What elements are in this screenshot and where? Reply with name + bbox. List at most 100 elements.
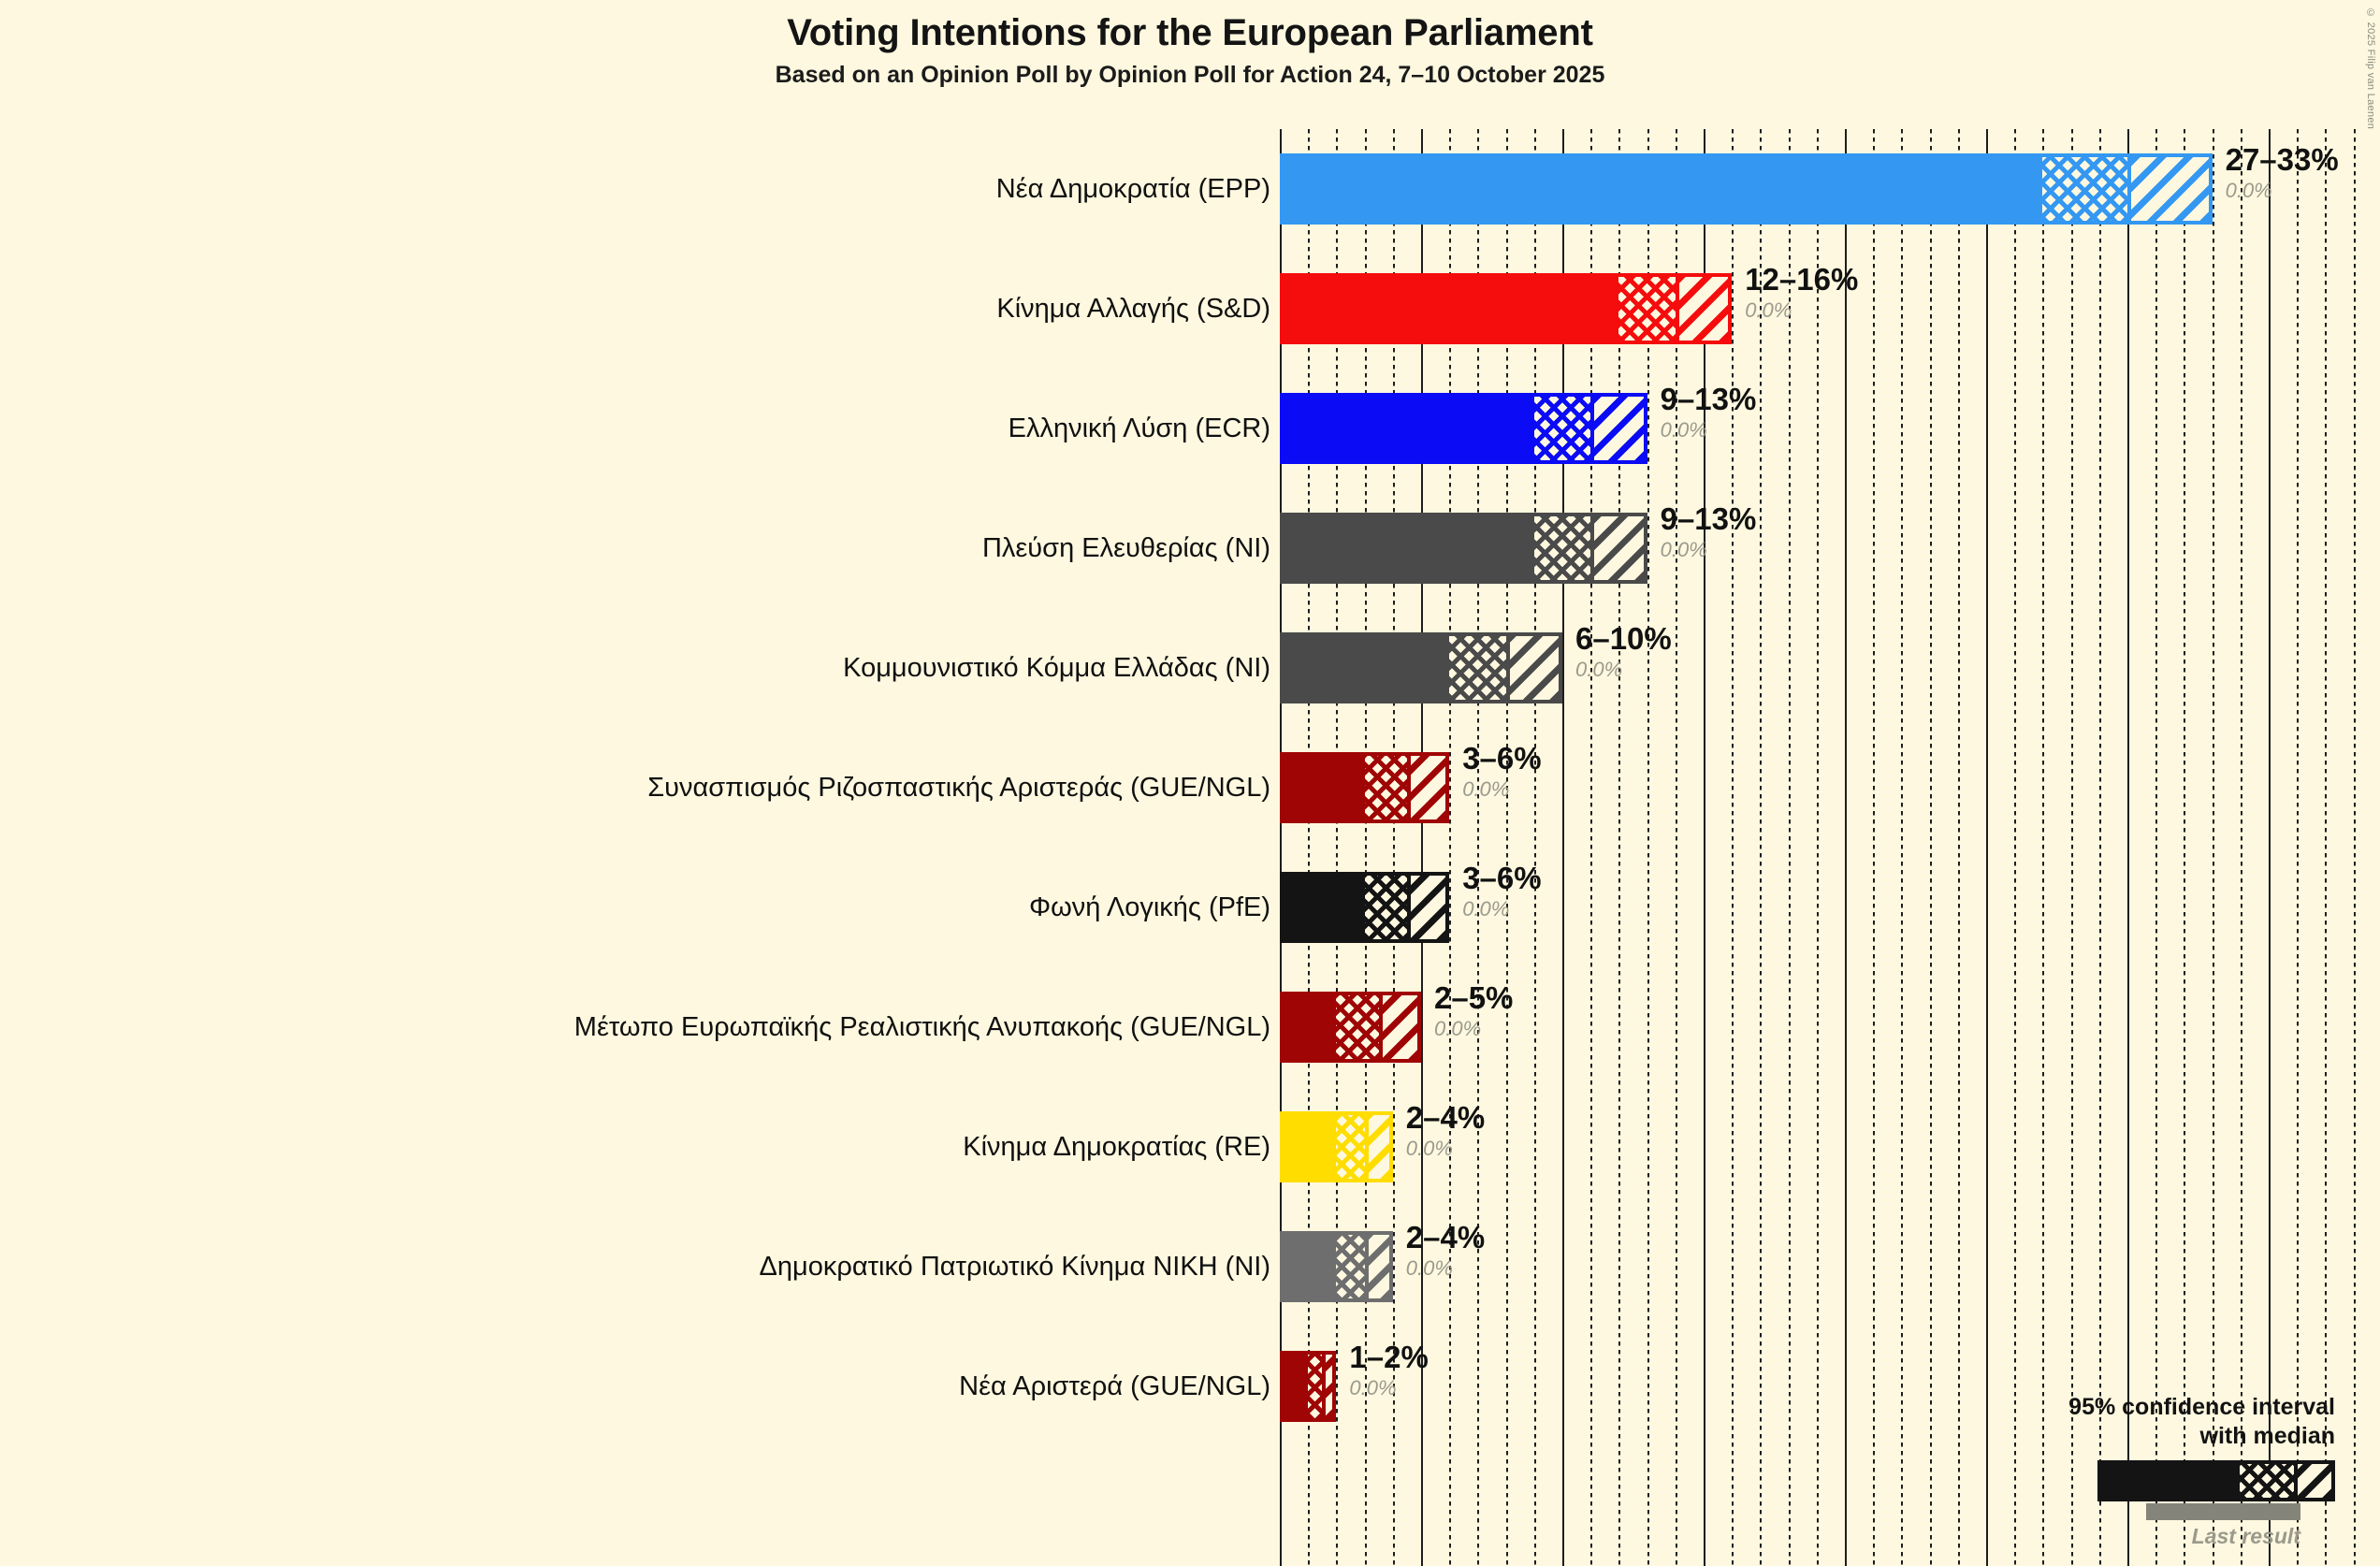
bar-segment-lower [1280,1351,1309,1422]
gridline-minor [1590,129,1593,1566]
legend-segment-lower [2097,1460,2240,1501]
gridline-minor [1929,129,1932,1566]
legend-last-result-label: Last result [2191,1524,2300,1548]
last-result-value: 0.0% [1434,1016,1482,1040]
last-result-value: 0.0% [1405,1136,1453,1160]
value-block: 2–4% 0.0% [1405,1100,1486,1161]
gridline-minor [1873,129,1876,1566]
party-label: Μέτωπο Ευρωπαϊκής Ρεαλιστικής Ανυπακοής … [573,1011,1270,1042]
bar-segment-median [1533,393,1591,464]
gridline-minor [2212,129,2214,1566]
chart-row: Nέα Δημοκρατία (EPP) 27–33% 0.0% [0,129,2380,249]
gridline-minor [1392,129,1395,1566]
confidence-interval-bar [1280,153,2213,225]
value-range: 12–16% [1745,262,1859,297]
bar-segment-upper [1590,513,1647,584]
confidence-interval-bar [1280,632,1562,703]
chart-row: Φωνή Λογικής (PfE) 3–6% 0.0% [0,848,2380,967]
gridline-minor [1449,129,1452,1566]
chart-row: Κίνημα Δημοκρατίας (RE) 2–4% 0.0% [0,1087,2380,1207]
value-block: 3–6% 0.0% [1462,742,1541,802]
legend-sample-bar [2097,1460,2335,1501]
value-range: 27–33% [2225,142,2339,177]
gridline-major [1704,129,1705,1566]
gridline-minor [1505,129,1508,1566]
last-result-value: 0.0% [1660,537,1707,561]
last-result-value: 0.0% [1405,1255,1453,1280]
last-result-value: 0.0% [1575,657,1623,681]
gridline-minor [2098,129,2101,1566]
bar-segment-upper [1505,632,1562,703]
last-result-value: 0.0% [1462,896,1510,921]
chart-row: Δημοκρατικό Πατριωτικό Κίνημα ΝΙΚΗ (NI) 2… [0,1207,2380,1327]
bar-segment-upper [1378,992,1421,1063]
gridline-major [1562,129,1564,1566]
legend-segment-upper [2294,1460,2335,1501]
confidence-interval-bar [1280,1231,1393,1302]
value-range: 3–6% [1462,861,1542,895]
chart-row: Πλεύση Ελευθερίας (NI) 9–13% 0.0% [0,488,2380,608]
chart-row: Κομμουνιστικό Κόμμα Ελλάδας (NI) 6–10% 0.0… [0,608,2380,728]
gridline-minor [2155,129,2158,1566]
last-result-value: 0.0% [1462,776,1510,801]
gridline-minor [1732,129,1734,1566]
bar-segment-median [1618,273,1676,344]
value-range: 9–13% [1660,501,1757,536]
gridline-minor [2240,129,2242,1566]
last-result-value: 0.0% [1349,1375,1397,1399]
party-label: Κίνημα Αλλαγής (S&D) [996,293,1270,324]
gridline-minor [1618,129,1621,1566]
bar-segment-median [1336,1111,1365,1182]
page-title: Voting Intentions for the European Parli… [787,12,1593,53]
gridline-minor [2070,129,2073,1566]
chart-row: Ελληνική Λύση (ECR) 9–13% 0.0% [0,369,2380,488]
value-range: 2–4% [1405,1100,1486,1135]
party-label: Κίνημα Δημοκρατίας (RE) [963,1131,1270,1162]
value-block: 2–4% 0.0% [1405,1220,1486,1281]
gridline-minor [1957,129,1960,1566]
bar-segment-lower [1280,393,1534,464]
bar-segment-upper [1675,273,1733,344]
gridline-minor [1760,129,1763,1566]
legend-title-line2: with median [2199,1423,2335,1449]
bar-segment-upper [1322,1351,1337,1422]
chart-row: Κίνημα Αλλαγής (S&D) 12–16% 0.0% [0,249,2380,369]
title-block: Voting Intentions for the European Parli… [0,12,2380,89]
confidence-interval-bar [1280,992,1421,1063]
bar-segment-upper [1364,1111,1393,1182]
party-label: Ελληνική Λύση (ECR) [1008,413,1270,443]
chart-row: Μέτωπο Ευρωπαϊκής Ρεαλιστικής Ανυπακοής … [0,967,2380,1087]
confidence-interval-bar [1280,393,1647,464]
party-label: Συνασπισμός Ριζοσπαστικής Αριστεράς (GUE… [647,772,1270,803]
bar-segment-upper [1364,1231,1393,1302]
party-label: Nέα Δημοκρατία (EPP) [995,173,1270,204]
party-label: Νέα Αριστερά (GUE/NGL) [959,1370,1270,1401]
value-range: 2–4% [1405,1220,1486,1254]
bar-segment-lower [1280,632,1450,703]
bar-segment-median [1364,872,1407,943]
gridline-minor [1788,129,1791,1566]
bar-segment-upper [2126,153,2213,225]
bar-segment-median [2042,153,2127,225]
value-range: 2–5% [1434,980,1514,1015]
bar-segment-upper [1406,752,1450,823]
value-range: 6–10% [1575,621,1672,656]
gridline-minor [2353,129,2356,1566]
bar-segment-lower [1280,513,1534,584]
gridline-minor [2042,129,2045,1566]
gridline-minor [1816,129,1819,1566]
bar-segment-median [1449,632,1506,703]
gridline-minor [2014,129,2017,1566]
bar-segment-median [1364,752,1407,823]
bar-segment-lower [1280,872,1365,943]
value-block: 27–33% 0.0% [2225,142,2339,203]
value-range: 9–13% [1660,382,1757,416]
bar-segment-lower [1280,752,1365,823]
value-block: 9–13% 0.0% [1660,501,1757,562]
value-block: 9–13% 0.0% [1660,382,1757,442]
gridline-minor [1533,129,1536,1566]
value-block: 12–16% 0.0% [1745,262,1859,323]
legend-last-result-swatch [2146,1503,2300,1520]
gridline-major [2269,129,2271,1566]
